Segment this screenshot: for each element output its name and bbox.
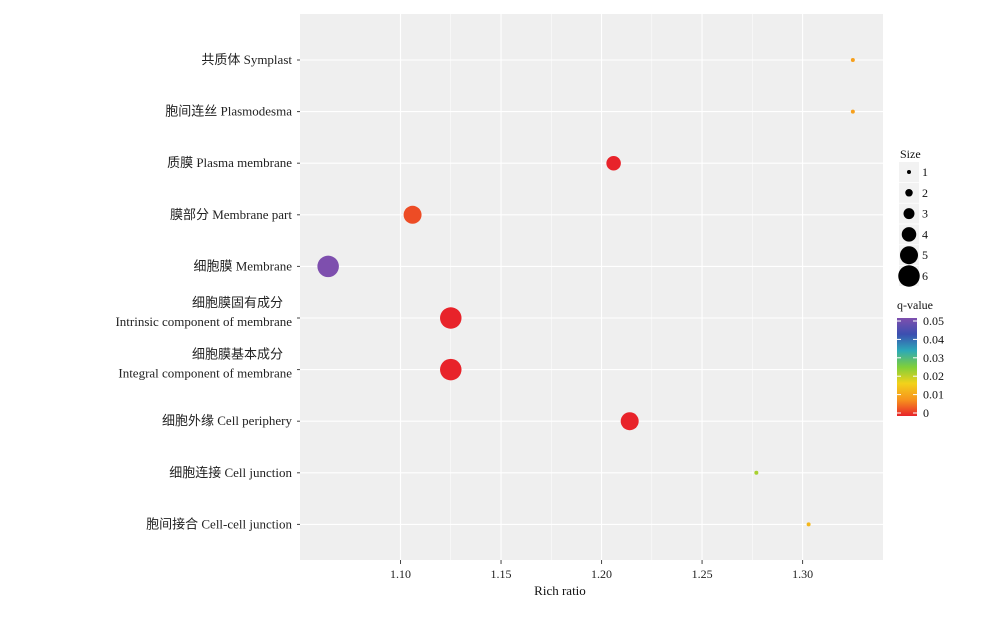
x-tick-label: 1.10 bbox=[390, 567, 411, 581]
y-tick-label: 细胞膜固有成分 Intrinsic component of membrane bbox=[115, 295, 292, 329]
y-tick-label-line: Intrinsic component of membrane bbox=[115, 314, 292, 329]
data-point bbox=[606, 155, 621, 171]
y-tick-label: 细胞膜 Membrane bbox=[193, 258, 292, 273]
y-tick-label: 胞间接合 Cell-cell junction bbox=[146, 516, 292, 531]
y-tick-label-line: Integral component of membrane bbox=[118, 366, 292, 381]
size-legend-label: 3 bbox=[922, 207, 928, 221]
y-axis: 共质体 Symplast 胞间连丝 Plasmodesma 质膜 Plasma me… bbox=[115, 52, 300, 531]
y-tick-label: 膜部分 Membrane part bbox=[170, 207, 292, 222]
size-legend-title: Size bbox=[900, 147, 921, 161]
y-tick-label-line: 细胞膜固有成分 bbox=[192, 295, 283, 310]
x-tick-label: 1.20 bbox=[591, 567, 612, 581]
x-tick-label: 1.15 bbox=[491, 567, 512, 581]
plot-panel bbox=[300, 14, 883, 560]
y-tick-label: 细胞膜基本成分 Integral component of membrane bbox=[118, 347, 292, 381]
data-point bbox=[850, 109, 855, 114]
data-point bbox=[440, 358, 462, 381]
data-point bbox=[317, 255, 339, 278]
y-tick-label-line: 细胞膜基本成分 bbox=[192, 347, 283, 362]
size-legend-label: 5 bbox=[922, 248, 928, 262]
y-tick-label: 细胞连接 Cell junction bbox=[169, 465, 292, 480]
x-tick-label: 1.30 bbox=[792, 567, 813, 581]
x-tick-label: 1.25 bbox=[692, 567, 713, 581]
data-point bbox=[754, 470, 759, 475]
y-tick-label: 共质体 Symplast bbox=[201, 52, 292, 67]
q-value-legend-label: 0.05 bbox=[923, 314, 944, 328]
size-legend-label: 1 bbox=[922, 165, 928, 179]
data-points bbox=[317, 58, 855, 527]
size-legend-dot bbox=[898, 265, 920, 287]
q-value-colorbar bbox=[897, 318, 917, 416]
y-tick-label: 质膜 Plasma membrane bbox=[167, 155, 292, 170]
data-point bbox=[806, 522, 811, 527]
size-legend-dot bbox=[907, 170, 911, 174]
size-legend-label: 4 bbox=[922, 227, 928, 241]
q-value-legend-label: 0 bbox=[923, 406, 929, 420]
data-point bbox=[850, 58, 855, 62]
q-value-legend-label: 0.04 bbox=[923, 332, 944, 346]
x-axis: 1.10 1.15 1.20 1.25 1.30 bbox=[390, 560, 813, 581]
data-point bbox=[403, 205, 422, 224]
size-legend-label: 2 bbox=[922, 186, 928, 200]
q-value-legend: q-value 0.05 0.04 0.03 0.02 0.01 0 bbox=[897, 298, 944, 420]
size-legend-dot bbox=[903, 208, 915, 220]
y-tick-label: 细胞外缘 Cell periphery bbox=[162, 413, 292, 428]
q-value-legend-label: 0.02 bbox=[923, 369, 944, 383]
q-value-legend-title: q-value bbox=[897, 298, 933, 312]
q-value-legend-label: 0.01 bbox=[923, 388, 944, 402]
size-legend-dot bbox=[905, 189, 913, 197]
x-axis-title: Rich ratio bbox=[534, 583, 586, 598]
grid-lines bbox=[300, 14, 883, 560]
q-value-legend-label: 0.03 bbox=[923, 351, 944, 365]
data-point bbox=[440, 307, 462, 329]
size-legend-dot bbox=[901, 227, 917, 242]
data-point bbox=[620, 412, 639, 431]
size-legend-dot bbox=[900, 246, 918, 265]
y-tick-label: 胞间连丝 Plasmodesma bbox=[165, 104, 292, 119]
size-legend-label: 6 bbox=[922, 269, 928, 283]
